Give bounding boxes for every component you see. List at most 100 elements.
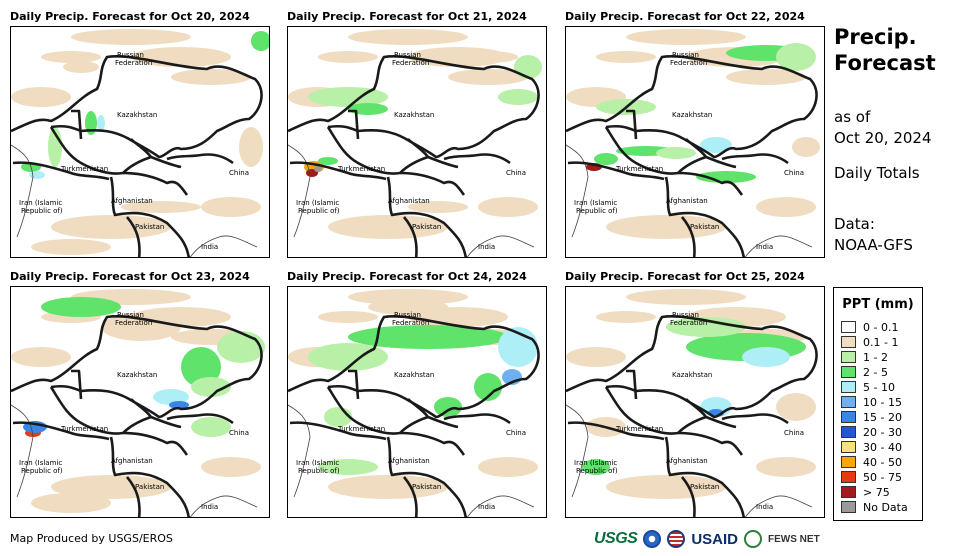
country-border <box>566 55 818 159</box>
precip-blob <box>596 51 656 63</box>
precip-blob <box>434 397 462 417</box>
legend-swatch <box>841 351 856 363</box>
country-border <box>130 398 182 429</box>
map-label-pakistan: Pakistan <box>135 223 164 231</box>
precip-blob <box>626 289 746 305</box>
country-border <box>443 153 511 165</box>
map-label-russia-2: Federation <box>392 59 429 67</box>
coastline <box>566 404 589 498</box>
map-label-iran-1: Iran (Islamic <box>574 459 617 467</box>
map-label-iran-2: Republic of) <box>298 207 340 215</box>
map-label-turkmenistan: Turkmenistan <box>615 425 663 433</box>
precip-blob <box>408 201 468 213</box>
precip-blob <box>756 197 816 217</box>
map-label-russia-1: Russian <box>394 51 421 59</box>
data-source-value: NOAA-GFS <box>834 236 913 254</box>
precip-blob <box>63 61 99 73</box>
map-label-pakistan: Pakistan <box>412 223 441 231</box>
precip-blob <box>348 103 388 115</box>
legend-swatch <box>841 441 856 453</box>
legend-label: > 75 <box>863 485 890 499</box>
precip-blob <box>696 171 756 183</box>
legend-label: 30 - 40 <box>863 440 902 454</box>
precip-blob <box>191 377 231 397</box>
precip-blob <box>97 115 105 131</box>
map-label-afghanistan: Afghanistan <box>111 457 153 465</box>
coastline <box>288 404 311 498</box>
as-of-label: as of <box>834 108 871 126</box>
map-label-kazakhstan: Kazakhstan <box>672 111 712 119</box>
panel-title: Daily Precip. Forecast for Oct 24, 2024 <box>287 270 527 283</box>
legend-swatch <box>841 471 856 483</box>
country-border <box>386 436 467 517</box>
map-credit: Map Produced by USGS/EROS <box>10 532 173 545</box>
as-of-date: as of Oct 20, 2024 <box>834 107 932 149</box>
map-label-russia-1: Russian <box>672 51 699 59</box>
country-border <box>71 369 83 400</box>
country-border <box>685 138 737 169</box>
noaa-logo-icon <box>643 530 662 548</box>
precip-blob <box>29 171 45 179</box>
legend-swatch <box>841 381 856 393</box>
country-border <box>348 369 360 400</box>
map-label-iran-1: Iran (Islamic <box>19 199 62 207</box>
legend-swatch <box>841 321 856 333</box>
map-label-russia-1: Russian <box>394 311 421 319</box>
precip-blob <box>201 457 261 477</box>
precip-blob <box>474 373 502 401</box>
precip-blob <box>314 166 322 172</box>
legend-item: 10 - 15 <box>841 395 902 409</box>
map-label-pakistan: Pakistan <box>690 483 719 491</box>
country-border <box>721 413 789 425</box>
legend-label: 0 - 0.1 <box>863 320 899 334</box>
map-label-china: China <box>506 429 526 437</box>
country-border <box>567 161 665 181</box>
fews-net-icon <box>744 530 763 548</box>
light-precip-area <box>11 29 261 239</box>
map-label-russia-2: Federation <box>392 319 429 327</box>
map-label-afghanistan: Afghanistan <box>666 457 708 465</box>
country-border <box>399 431 466 456</box>
product-title-line1: Precip. <box>834 25 917 49</box>
precip-blob <box>41 297 121 317</box>
usaid-logo: USAID <box>691 530 739 548</box>
map-label-iran-1: Iran (Islamic <box>574 199 617 207</box>
map-label-russia-1: Russian <box>117 311 144 319</box>
coastline <box>189 495 258 517</box>
map-label-afghanistan: Afghanistan <box>666 197 708 205</box>
coastline <box>744 235 813 257</box>
light-precip-area <box>288 289 538 499</box>
precip-blob <box>11 347 71 367</box>
legend-label: 1 - 2 <box>863 350 888 364</box>
map-label-turkmenistan: Turkmenistan <box>60 165 108 173</box>
partner-logos: USGS USAID FEWS NET <box>594 527 820 551</box>
precip-blob <box>478 197 538 217</box>
precip-blob <box>626 29 746 45</box>
precip-blob <box>71 29 191 45</box>
precip-blob <box>596 311 656 323</box>
map-label-kazakhstan: Kazakhstan <box>672 371 712 379</box>
country-border <box>125 216 141 257</box>
data-source: Data: NOAA-GFS <box>834 214 913 256</box>
precip-blob <box>51 475 171 499</box>
legend-label: No Data <box>863 500 908 514</box>
legend-swatch <box>841 426 856 438</box>
legend-item: 2 - 5 <box>841 365 888 379</box>
legend-swatch <box>841 336 856 348</box>
legend-item: 20 - 30 <box>841 425 902 439</box>
country-border <box>685 398 737 429</box>
map-label-iran-1: Iran (Islamic <box>19 459 62 467</box>
country-border <box>677 431 744 456</box>
map-label-kazakhstan: Kazakhstan <box>394 371 434 379</box>
precip-blob <box>566 347 626 367</box>
map-label-india: India <box>478 243 495 251</box>
country-border <box>12 421 110 441</box>
precip-blob <box>318 459 378 475</box>
precip-blob <box>498 89 538 105</box>
legend-item: > 75 <box>841 485 890 499</box>
country-border <box>626 109 638 140</box>
